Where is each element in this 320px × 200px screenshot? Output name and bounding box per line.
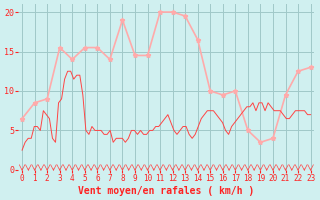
X-axis label: Vent moyen/en rafales ( km/h ): Vent moyen/en rafales ( km/h ) xyxy=(78,186,254,196)
